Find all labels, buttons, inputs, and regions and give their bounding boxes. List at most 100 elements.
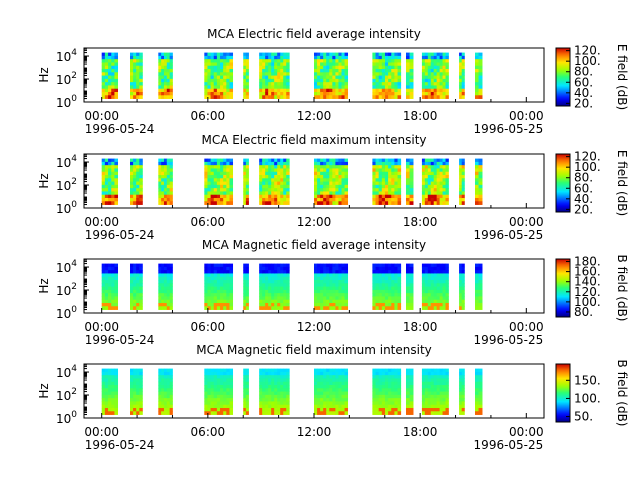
spectrogram-cell	[433, 404, 438, 409]
spectrogram-cell	[375, 388, 380, 392]
spectrogram-cell	[163, 52, 168, 57]
spectrogram-cell	[326, 299, 330, 304]
spectrogram-cell	[104, 368, 109, 373]
spectrogram-cell	[475, 178, 479, 182]
spectrogram-cell	[372, 263, 376, 268]
spectrogram-cell	[243, 194, 247, 199]
spectrogram-cell	[136, 184, 140, 189]
spectrogram-cell	[108, 65, 112, 70]
spectrogram-cell	[338, 72, 342, 76]
spectrogram-cell	[421, 286, 426, 291]
spectrogram-cell	[329, 306, 333, 310]
spectrogram-cell	[323, 52, 327, 57]
spectrogram-cell	[101, 394, 106, 399]
spectrogram-cell	[314, 398, 318, 402]
spectrogram-cell	[262, 368, 266, 373]
spectrogram-cell	[213, 289, 218, 294]
spectrogram-cell	[427, 59, 432, 63]
spectrogram-cell	[245, 197, 249, 202]
spectrogram-cell	[286, 69, 290, 73]
spectrogram-cell	[430, 306, 435, 310]
spectrogram-cell	[108, 95, 112, 99]
spectrogram-cell	[229, 302, 234, 307]
spectrogram-cell	[384, 171, 389, 176]
spectrogram-cell	[101, 65, 106, 70]
spectrogram-cell	[341, 171, 345, 176]
spectrogram-cell	[139, 266, 143, 271]
spectrogram-cell	[381, 88, 386, 93]
spectrogram-cell	[216, 371, 221, 376]
spectrogram-cell	[220, 188, 224, 192]
spectrogram-cell	[210, 273, 215, 278]
spectrogram-cell	[430, 280, 435, 284]
spectrogram-cell	[475, 270, 479, 274]
spectrogram-cell	[133, 388, 137, 392]
spectrogram-cell	[391, 302, 395, 307]
spectrogram-cell	[114, 299, 119, 304]
spectrogram-cell	[166, 289, 171, 294]
spectrogram-cell	[223, 407, 227, 412]
spectrogram-cell	[111, 88, 115, 93]
spectrogram-cell	[391, 78, 395, 83]
spectrogram-cell	[101, 385, 106, 389]
spectrogram-cell	[439, 184, 443, 189]
spectrogram-cell	[445, 378, 449, 383]
spectrogram-cell	[166, 201, 171, 205]
spectrogram-cell	[114, 184, 119, 189]
spectrogram-cell	[341, 75, 345, 80]
spectrogram-cell	[341, 82, 345, 86]
spectrogram-cell	[229, 280, 234, 284]
spectrogram-cell	[394, 368, 398, 373]
spectrogram-cell	[344, 368, 349, 373]
spectrogram-cell	[338, 407, 342, 412]
spectrogram-cell	[459, 388, 463, 392]
spectrogram-cell	[320, 175, 324, 179]
spectrogram-cell	[111, 289, 115, 294]
spectrogram-cell	[391, 401, 395, 406]
spectrogram-cell	[111, 407, 115, 412]
spectrogram-cell	[338, 283, 342, 287]
spectrogram-cell	[136, 62, 140, 67]
spectrogram-cell	[158, 299, 162, 304]
spectrogram-cell	[344, 388, 349, 392]
spectrogram-cell	[341, 391, 345, 396]
spectrogram-cell	[427, 69, 432, 73]
spectrogram-cell	[439, 62, 443, 67]
spectrogram-cell	[286, 398, 290, 402]
spectrogram-cell	[271, 95, 275, 99]
spectrogram-cell	[277, 385, 281, 389]
spectrogram-cell	[344, 82, 349, 86]
spectrogram-cell	[111, 385, 115, 389]
spectrogram-cell	[111, 171, 115, 176]
spectrogram-cell	[262, 82, 266, 86]
spectrogram-cell	[226, 55, 230, 60]
spectrogram-cell	[166, 75, 171, 80]
spectrogram-cell	[216, 391, 221, 396]
spectrogram-cell	[229, 88, 234, 93]
x-tick-label: 12:00	[297, 320, 332, 334]
spectrogram-cell	[262, 407, 266, 412]
spectrogram-cell	[341, 178, 345, 182]
spectrogram-cell	[210, 266, 215, 271]
spectrogram-cell	[216, 78, 221, 83]
spectrogram-cell	[397, 391, 402, 396]
spectrogram-cell	[130, 65, 134, 70]
spectrogram-cell	[213, 188, 218, 192]
spectrogram-cell	[335, 283, 339, 287]
spectrogram-cell	[459, 171, 463, 176]
spectrogram-cell	[430, 55, 435, 60]
spectrogram-cell	[424, 184, 429, 189]
spectrogram-cell	[317, 371, 321, 376]
spectrogram-cell	[226, 368, 230, 373]
spectrogram-cell	[475, 197, 479, 202]
spectrogram-cell	[130, 175, 134, 179]
spectrogram-cell	[223, 394, 227, 399]
spectrogram-cell	[243, 88, 247, 93]
spectrogram-cell	[378, 404, 383, 409]
spectrogram-cell	[459, 398, 463, 402]
spectrogram-cell	[391, 191, 395, 196]
spectrogram-cell	[320, 283, 324, 287]
spectrogram-cell	[139, 175, 143, 179]
spectrogram-cell	[326, 197, 330, 202]
spectrogram-cell	[204, 188, 208, 192]
